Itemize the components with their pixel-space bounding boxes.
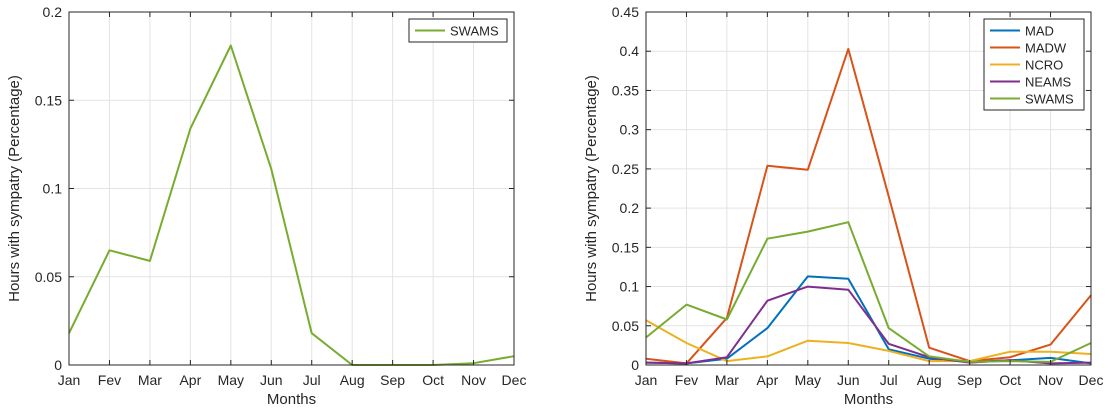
x-tick-label: Dec [1079, 372, 1104, 388]
y-tick-label: 0.2 [620, 200, 640, 216]
y-tick-label: 0.05 [612, 318, 639, 334]
legend: SWAMS [408, 18, 508, 43]
x-tick-label: Oct [422, 372, 444, 388]
x-tick-label: Sep [380, 372, 405, 388]
x-tick-label: Apr [179, 372, 201, 388]
x-tick-label: Jan [58, 372, 81, 388]
legend-box [408, 18, 508, 43]
legend-label-swams: SWAMS [450, 24, 499, 39]
y-tick-label: 0.2 [43, 4, 63, 20]
x-tick-label: Jun [260, 372, 283, 388]
legend-label-neams: NEAMS [1025, 75, 1072, 90]
series-line-madw [645, 47, 1092, 365]
x-tick-label: Mar [138, 372, 162, 388]
x-tick-label: Jul [303, 372, 321, 388]
y-tick-label: 0.35 [612, 82, 639, 98]
axes-box [645, 11, 1092, 366]
x-tick-label: Fev [675, 372, 698, 388]
y-axis-label: Hours with sympatry (Percentage) [583, 75, 600, 302]
legend-label-ncro: NCRO [1025, 58, 1063, 73]
legend-label-madw: MADW [1025, 41, 1067, 56]
x-tick-label: Aug [917, 372, 942, 388]
y-tick-label: 0.15 [612, 239, 639, 255]
legend: MAD MADW NCRO NEAMS SWAMS [983, 18, 1085, 111]
x-tick-label: Jun [837, 372, 860, 388]
x-tick-label: Fev [98, 372, 121, 388]
chart-panel-1: Jan Fev Mar Apr May Jun Jul Aug Sep Oct Nov Dec 0 0.0… [6, 4, 526, 408]
x-tick-label: May [218, 372, 244, 388]
x-axis-label: Months [267, 391, 316, 408]
y-tick-label: 0.4 [620, 43, 640, 59]
y-tick-label: 0.25 [612, 161, 639, 177]
x-tick-label: Nov [461, 372, 486, 388]
x-tick-label: Aug [340, 372, 365, 388]
legend-label-mad: MAD [1025, 24, 1054, 39]
x-tick-label: Jul [880, 372, 898, 388]
x-tick-label: Mar [715, 372, 739, 388]
x-tick-label: Oct [999, 372, 1021, 388]
y-tick-label: 0 [631, 357, 639, 373]
x-tick-label: Jan [635, 372, 658, 388]
x-tick-label: Apr [756, 372, 778, 388]
y-tick-label: 0 [54, 357, 62, 373]
y-tick-label: 0.15 [35, 92, 62, 108]
x-tick-label: Sep [957, 372, 982, 388]
legend-label-swams: SWAMS [1025, 92, 1074, 107]
y-tick-label: 0.1 [43, 181, 63, 197]
y-tick-label: 0.1 [620, 279, 640, 295]
x-tick-label: Nov [1038, 372, 1063, 388]
x-tick-label: May [795, 372, 821, 388]
series-line-swams [645, 221, 1092, 363]
y-tick-label: 0.3 [620, 122, 640, 138]
y-tick-label: 0.45 [612, 4, 639, 20]
y-tick-label: 0.05 [35, 269, 62, 285]
chart-panel-2: Jan Fev Mar Apr May Jun Jul Aug Sep Oct Nov Dec 0 0.0… [583, 4, 1103, 408]
x-axis-label: Months [844, 391, 893, 408]
x-tick-label: Dec [502, 372, 527, 388]
y-axis-label: Hours with sympatry (Percentage) [6, 75, 23, 302]
